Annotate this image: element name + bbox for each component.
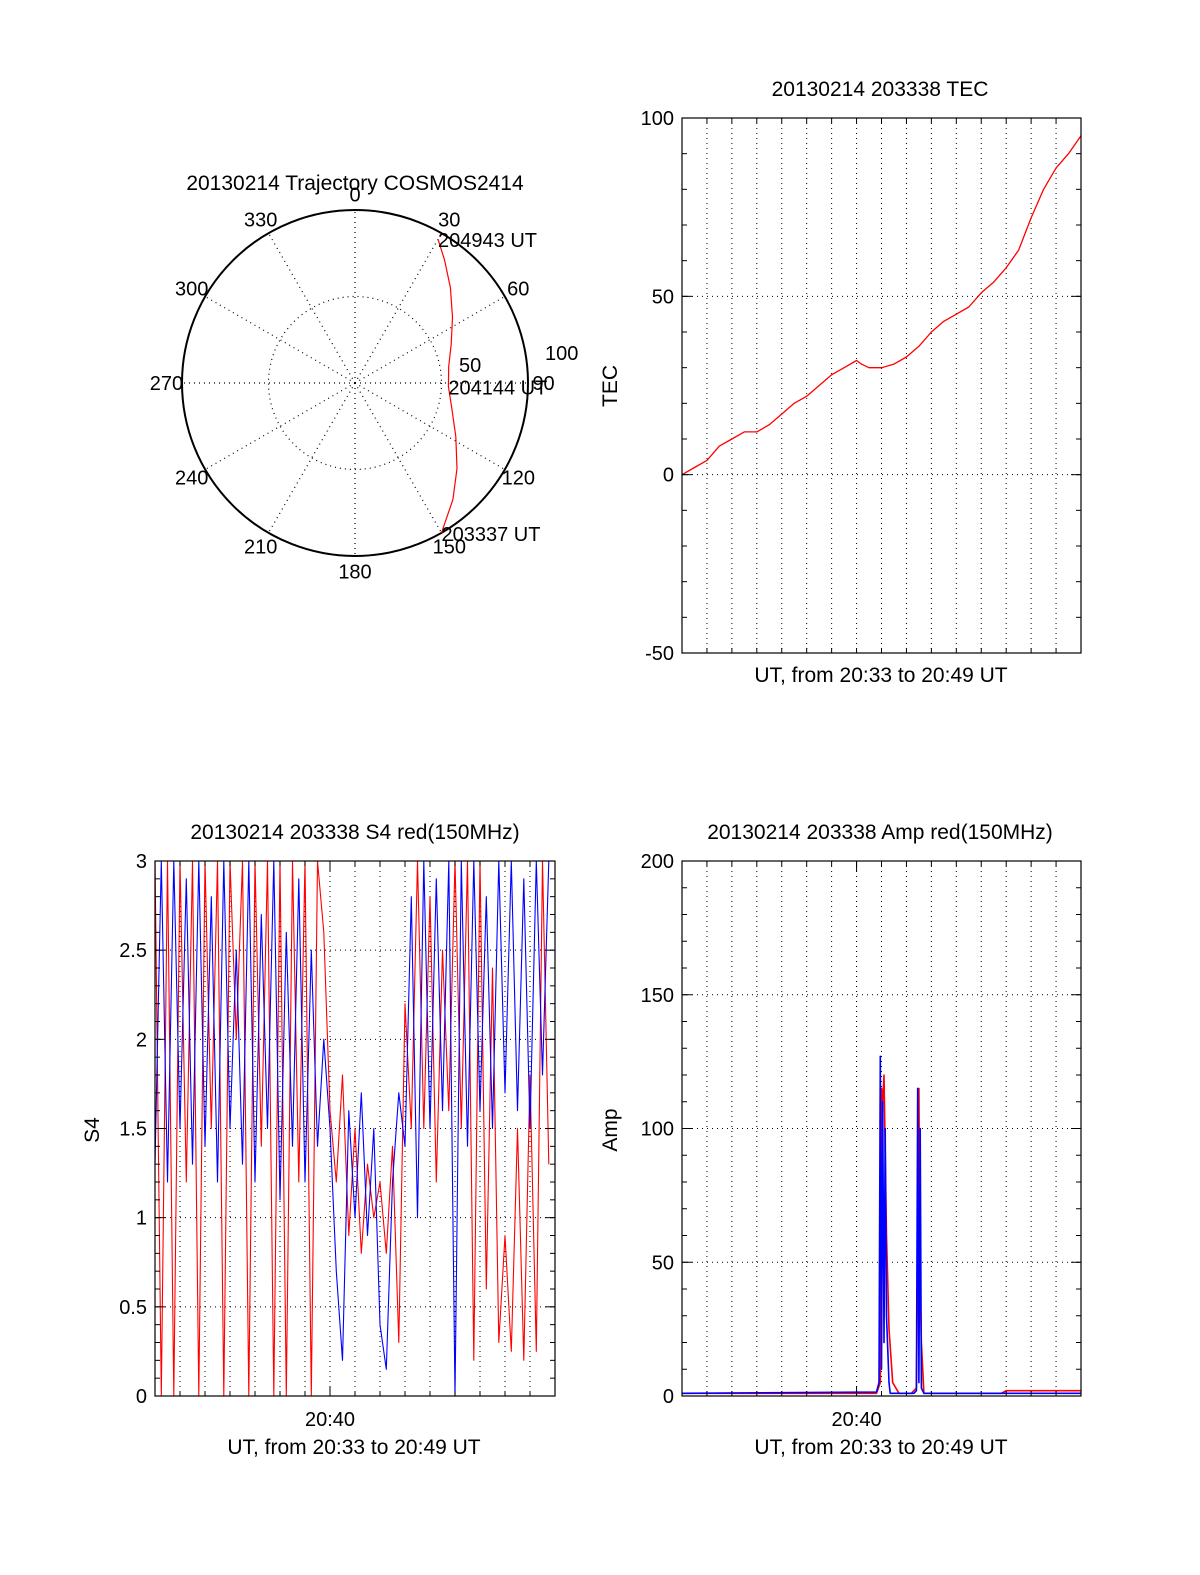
- tec-panel: 20130214 203338 TEC -50 0 50 100 UT, from 2…: [599, 78, 1082, 687]
- amp-axes: 0 50 100 150 200 20:40: [641, 851, 1082, 1431]
- amp-xlabel: UT, from 20:33 to 20:49 UT: [754, 1436, 1007, 1459]
- y-tick-label: 1: [136, 1208, 147, 1230]
- x-tick-label: 20:40: [832, 1409, 882, 1431]
- polar-azimuth-label: 210: [244, 536, 277, 558]
- blue-series-line: [154, 860, 550, 1397]
- polar-ring-50: [267, 295, 443, 471]
- amp-grid: [682, 861, 1081, 1396]
- tec-ylabel: TEC: [599, 365, 622, 407]
- polar-grid: [181, 209, 529, 557]
- polar-azimuth-label: 270: [150, 373, 183, 395]
- amp-ylabel: Amp: [599, 1108, 622, 1151]
- tec-axes: -50 0 50 100: [641, 108, 1082, 665]
- red-series-line: [681, 135, 1082, 476]
- y-tick-label: 0: [136, 1386, 147, 1408]
- tec-grid: [682, 118, 1081, 653]
- y-tick-label: 1.5: [119, 1119, 147, 1141]
- polar-azimuth-label: 330: [244, 210, 277, 232]
- y-tick-label: 50: [652, 1252, 674, 1274]
- y-tick-label: 150: [641, 985, 674, 1007]
- trajectory-line: [437, 239, 458, 533]
- polar-azimuth-label: 60: [507, 279, 529, 301]
- y-tick-label: 100: [641, 1119, 674, 1141]
- trajectory-panel: 20130214 Trajectory COSMOS2414 0 30 60 90 12…: [150, 172, 579, 584]
- y-tick-label: 0: [663, 465, 674, 487]
- trajectory-series: [437, 239, 458, 533]
- s4-series: [154, 860, 550, 1397]
- polar-azimuth-label: 150: [433, 536, 466, 558]
- y-tick-label: 3: [136, 851, 147, 873]
- s4-ylabel: S4: [81, 1117, 104, 1143]
- y-tick-label: 0: [663, 1386, 674, 1408]
- blue-series-line: [681, 1055, 1081, 1395]
- polar-radial-label: 50: [459, 355, 481, 377]
- polar-outer-ring: [181, 209, 529, 557]
- tec-series: [681, 135, 1082, 476]
- polar-spoke: [354, 295, 506, 384]
- trajectory-time-label: 203337 UT: [442, 524, 541, 546]
- s4-xlabel: UT, from 20:33 to 20:49 UT: [227, 1436, 480, 1459]
- trajectory-title: 20130214 Trajectory COSMOS2414: [186, 172, 524, 195]
- polar-spoke: [204, 382, 356, 471]
- polar-spoke: [354, 232, 443, 384]
- red-series-line: [154, 860, 550, 1397]
- polar-labels: 0 30 60 90 120 150 180 210 240 270 300 330 50 100 2033…: [150, 184, 579, 583]
- s4-title: 20130214 203338 S4 red(150MHz): [190, 821, 519, 844]
- polar-azimuth-label: 30: [438, 210, 460, 232]
- y-tick-label: -50: [645, 643, 674, 665]
- s4-panel: 20130214 203338 S4 red(150MHz) 0 0.5 1 1.5 2…: [81, 821, 556, 1459]
- y-tick-label: 50: [652, 286, 674, 308]
- s4-axes: 0 0.5 1 1.5 2 2.5 3 20:40: [119, 851, 556, 1431]
- polar-azimuth-label: 120: [502, 467, 535, 489]
- y-tick-label: 2: [136, 1029, 147, 1051]
- y-tick-label: 100: [641, 108, 674, 130]
- y-tick-label: 2.5: [119, 940, 147, 962]
- amp-title: 20130214 203338 Amp red(150MHz): [707, 821, 1053, 844]
- polar-spoke: [267, 232, 356, 384]
- trajectory-time-label: 204943 UT: [438, 230, 537, 252]
- polar-azimuth-label: 90: [532, 373, 554, 395]
- y-tick-label: 200: [641, 851, 674, 873]
- polar-azimuth-label: 300: [175, 279, 208, 301]
- tec-title: 20130214 203338 TEC: [772, 78, 989, 101]
- tec-xlabel: UT, from 20:33 to 20:49 UT: [754, 664, 1007, 687]
- polar-radial-label: 100: [545, 343, 578, 365]
- amp-panel: 20130214 203338 Amp red(150MHz) 0 50 100 15…: [599, 821, 1082, 1459]
- polar-azimuth-label: 180: [338, 562, 371, 584]
- trajectory-time-label: 204144 UT: [448, 377, 547, 399]
- amp-series: [681, 1055, 1081, 1395]
- polar-azimuth-label: 0: [349, 184, 360, 206]
- polar-spoke: [204, 295, 356, 384]
- polar-azimuth-label: 240: [175, 467, 208, 489]
- y-tick-label: 0.5: [119, 1297, 147, 1319]
- x-tick-label: 20:40: [305, 1409, 355, 1431]
